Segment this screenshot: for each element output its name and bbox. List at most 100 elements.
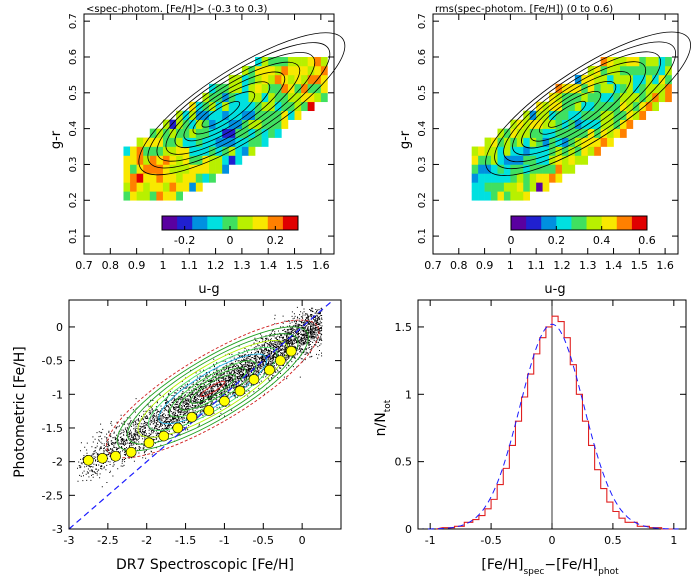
tl-heat-cell — [182, 182, 190, 192]
tl-xtick-label: 1.3 — [233, 259, 251, 272]
tl-heat-cell — [143, 146, 151, 156]
tr-heat-cell — [497, 128, 505, 138]
tr-heat-cell — [665, 83, 672, 94]
tl-heat-cell — [156, 155, 164, 165]
tr-heat-cell — [574, 74, 582, 85]
tl-heat-cell — [248, 92, 256, 103]
tr-heat-cell — [613, 128, 621, 138]
tl-ytick-label: 0.6 — [68, 49, 79, 65]
tl-heat-cell — [241, 119, 249, 129]
tr-heat-cell — [503, 191, 511, 201]
tr-heat-cell — [523, 119, 531, 129]
tl-heat-cell — [195, 173, 203, 183]
tl-heat-cell — [215, 146, 223, 156]
density-contour — [137, 340, 289, 438]
tr-heat-cell — [665, 74, 672, 85]
tl-heat-cell — [176, 173, 183, 183]
median-point — [203, 405, 215, 416]
tr-heat-cell — [607, 137, 614, 147]
tr-heat-cell — [523, 128, 531, 138]
tr-heat-cell — [561, 92, 569, 103]
tr-heat-cell — [523, 191, 531, 201]
tr-heat-cell — [574, 83, 582, 94]
tr-heat-cell — [516, 155, 524, 165]
tl-heat-cell — [189, 101, 197, 112]
tr-heat-cell — [600, 137, 608, 147]
tr-heat-cell — [491, 191, 498, 201]
tr-heat-cell — [600, 56, 608, 67]
tl-heat-cell — [241, 110, 249, 120]
tl-heat-cell — [235, 74, 243, 85]
tl-heat-cell — [182, 128, 190, 138]
bl-xtick-label: -2 — [141, 534, 152, 547]
tr-heat-cell — [594, 137, 601, 147]
tl-heat-cell — [209, 119, 216, 129]
tr-xtick-label: 1.1 — [527, 259, 545, 272]
tr-heat-cell — [516, 191, 524, 201]
tl-heat-cell — [215, 83, 223, 94]
tl-heat-cell — [215, 101, 223, 112]
tr-heat-cell — [510, 173, 518, 183]
tl-heat-cell — [320, 92, 328, 103]
tl-colorbar-swatch — [222, 216, 239, 230]
tl-xtick-label: 0.9 — [128, 259, 146, 272]
tr-heat-cell — [555, 173, 563, 183]
median-point — [158, 430, 170, 442]
tl-heat-cell — [162, 155, 170, 165]
tl-heat-cell — [287, 74, 295, 85]
tr-heat-cell — [574, 155, 582, 165]
tr-ytick-label: 0.1 — [417, 228, 428, 244]
tl-heat-cell — [162, 146, 170, 156]
tr-heat-cell — [542, 155, 550, 165]
tr-heat-cell — [619, 92, 627, 103]
tl-heat-cell — [169, 182, 177, 192]
tr-heat-cell — [568, 83, 576, 94]
tr-heat-cell — [568, 155, 576, 165]
tl-heat-cell — [307, 92, 315, 103]
tr-colorbar-swatch — [541, 216, 557, 230]
tl-heat-cell — [248, 101, 256, 112]
panel-top-right-xlabel: u-g — [544, 282, 565, 297]
panel-bottom-right-axes: -1 -0.5 0 0.5 1 0 0.5 1 1.5 — [395, 300, 686, 547]
tl-xtick-label: 1.1 — [181, 259, 199, 272]
tl-heat-cell — [130, 155, 137, 165]
tl-colorbar-tick-label: -0.2 — [174, 234, 195, 247]
tr-heat-cell — [497, 137, 505, 147]
panel-top-left-xlabel: u-g — [198, 282, 219, 297]
tl-heat-cell — [143, 164, 151, 174]
tl-heat-cell — [294, 74, 302, 85]
tr-heat-cell — [645, 92, 653, 103]
median-point — [285, 345, 297, 357]
br-ytick-label: 1 — [405, 388, 412, 401]
tr-heat-cell — [581, 128, 589, 138]
median-point — [264, 364, 275, 376]
tl-heat-cell — [281, 56, 289, 67]
tl-heat-cell — [222, 110, 230, 120]
tl-heat-cell — [314, 83, 322, 94]
tr-heat-cell — [503, 182, 511, 192]
tr-heat-cell — [529, 182, 537, 192]
tl-heat-cell — [241, 128, 249, 138]
tr-heat-cell — [529, 128, 537, 138]
tr-heat-cell — [549, 137, 556, 147]
tl-heat-cell — [248, 74, 256, 85]
tl-heat-cell — [281, 101, 289, 112]
tr-heat-cell — [491, 182, 498, 192]
tl-heat-cell — [222, 128, 230, 138]
panel-top-left-ylabel: g-r — [49, 130, 64, 149]
tl-heat-cell — [320, 56, 328, 67]
tl-heat-cell — [176, 164, 183, 174]
tl-heat-cell — [143, 137, 151, 147]
br-ytick-label: 0.5 — [395, 456, 413, 469]
tr-heat-cell — [632, 74, 640, 85]
tl-ytick-label: 0.2 — [68, 192, 79, 208]
bl-ytick-label: -2.5 — [42, 489, 63, 502]
tl-heat-cell — [195, 146, 203, 156]
tl-heat-cell — [235, 155, 243, 165]
tl-heat-cell — [162, 173, 170, 183]
tr-heat-cell — [613, 119, 621, 129]
panel-bottom-left-xlabel: DR7 Spectroscopic [Fe/H] — [116, 557, 294, 573]
tr-heat-cell — [574, 110, 582, 120]
tl-heat-cell — [195, 137, 203, 147]
tl-heat-cell — [261, 128, 269, 138]
